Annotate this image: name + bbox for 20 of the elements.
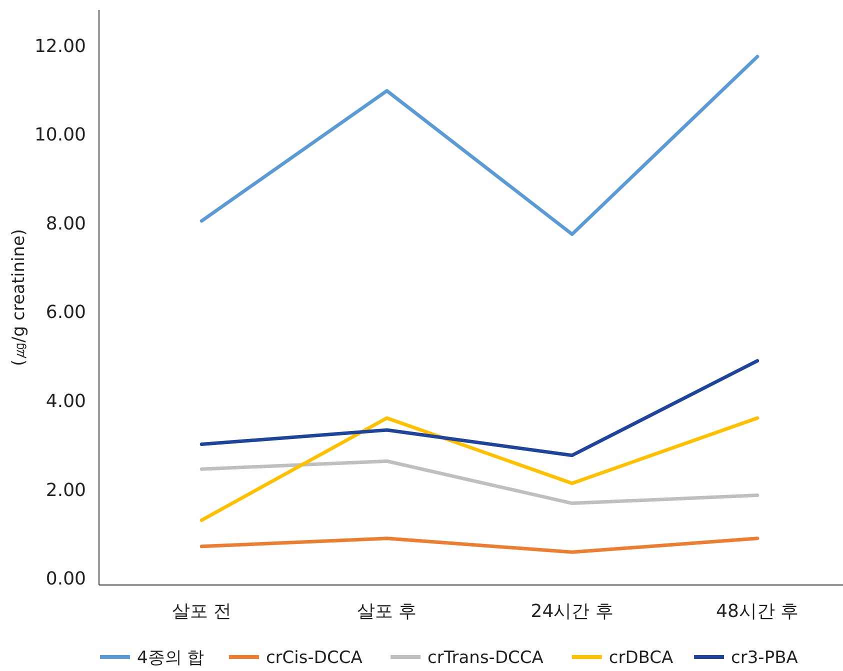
x-tick-label: 살포 전 — [172, 601, 232, 622]
legend-label: crCis-DCCA — [266, 648, 363, 668]
line-series — [200, 359, 760, 458]
legend-label: crTrans-DCCA — [428, 648, 544, 668]
y-tick-label: 0.00 — [46, 568, 86, 590]
y-axis-title: (㎍/g creatinine) — [9, 228, 29, 366]
line-series — [200, 54, 760, 236]
line-series — [200, 459, 760, 506]
x-tick-label: 살포 후 — [357, 601, 417, 622]
legend-label: 4종의 합 — [137, 648, 204, 668]
y-tick-label: 10.00 — [34, 124, 86, 146]
y-tick-label: 8.00 — [46, 213, 86, 234]
y-tick-label: 6.00 — [46, 302, 86, 324]
y-tick-label: 4.00 — [46, 391, 86, 412]
y-tick-label: 12.00 — [34, 36, 86, 57]
x-tick-label: 24시간 후 — [530, 601, 614, 622]
y-tick-label: 2.00 — [46, 480, 86, 501]
legend-label: cr3-PBA — [731, 648, 798, 668]
legend-label: crDBCA — [608, 648, 674, 668]
x-tick-label: 48시간 후 — [716, 601, 799, 622]
